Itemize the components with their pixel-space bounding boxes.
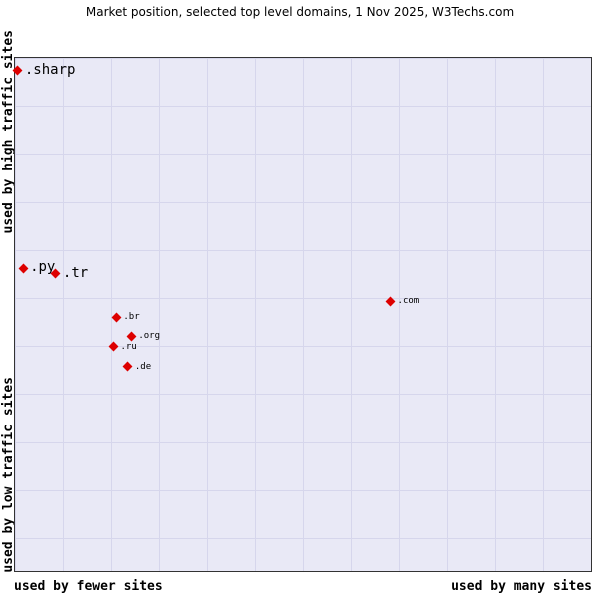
data-point-label: .org [138,331,161,342]
data-point-label: .tr [62,264,89,281]
diamond-marker-icon [108,341,119,352]
diamond-marker-icon [12,65,23,76]
data-point-label: .br [123,312,140,323]
data-point-label: .ru [120,341,137,352]
diamond-marker-icon [50,269,61,279]
diamond-marker-icon [385,296,396,307]
diamond-marker-icon [126,331,137,341]
diamond-marker-icon [122,361,133,372]
x-axis-label-fewer-sites: used by fewer sites [14,579,163,594]
chart-title: Market position, selected top level doma… [85,5,515,19]
data-point-label: .sharp [24,61,76,78]
diamond-marker-icon [18,263,29,274]
diamond-marker-icon [111,312,122,323]
plot-area: .sharp .py .tr .com .br .org .ru .de [12,57,592,572]
x-axis-label-many-sites: used by many sites [451,579,592,594]
data-point-label: .py [30,259,56,276]
data-point-label: .com [397,296,420,307]
data-point-label: .de [134,361,152,372]
